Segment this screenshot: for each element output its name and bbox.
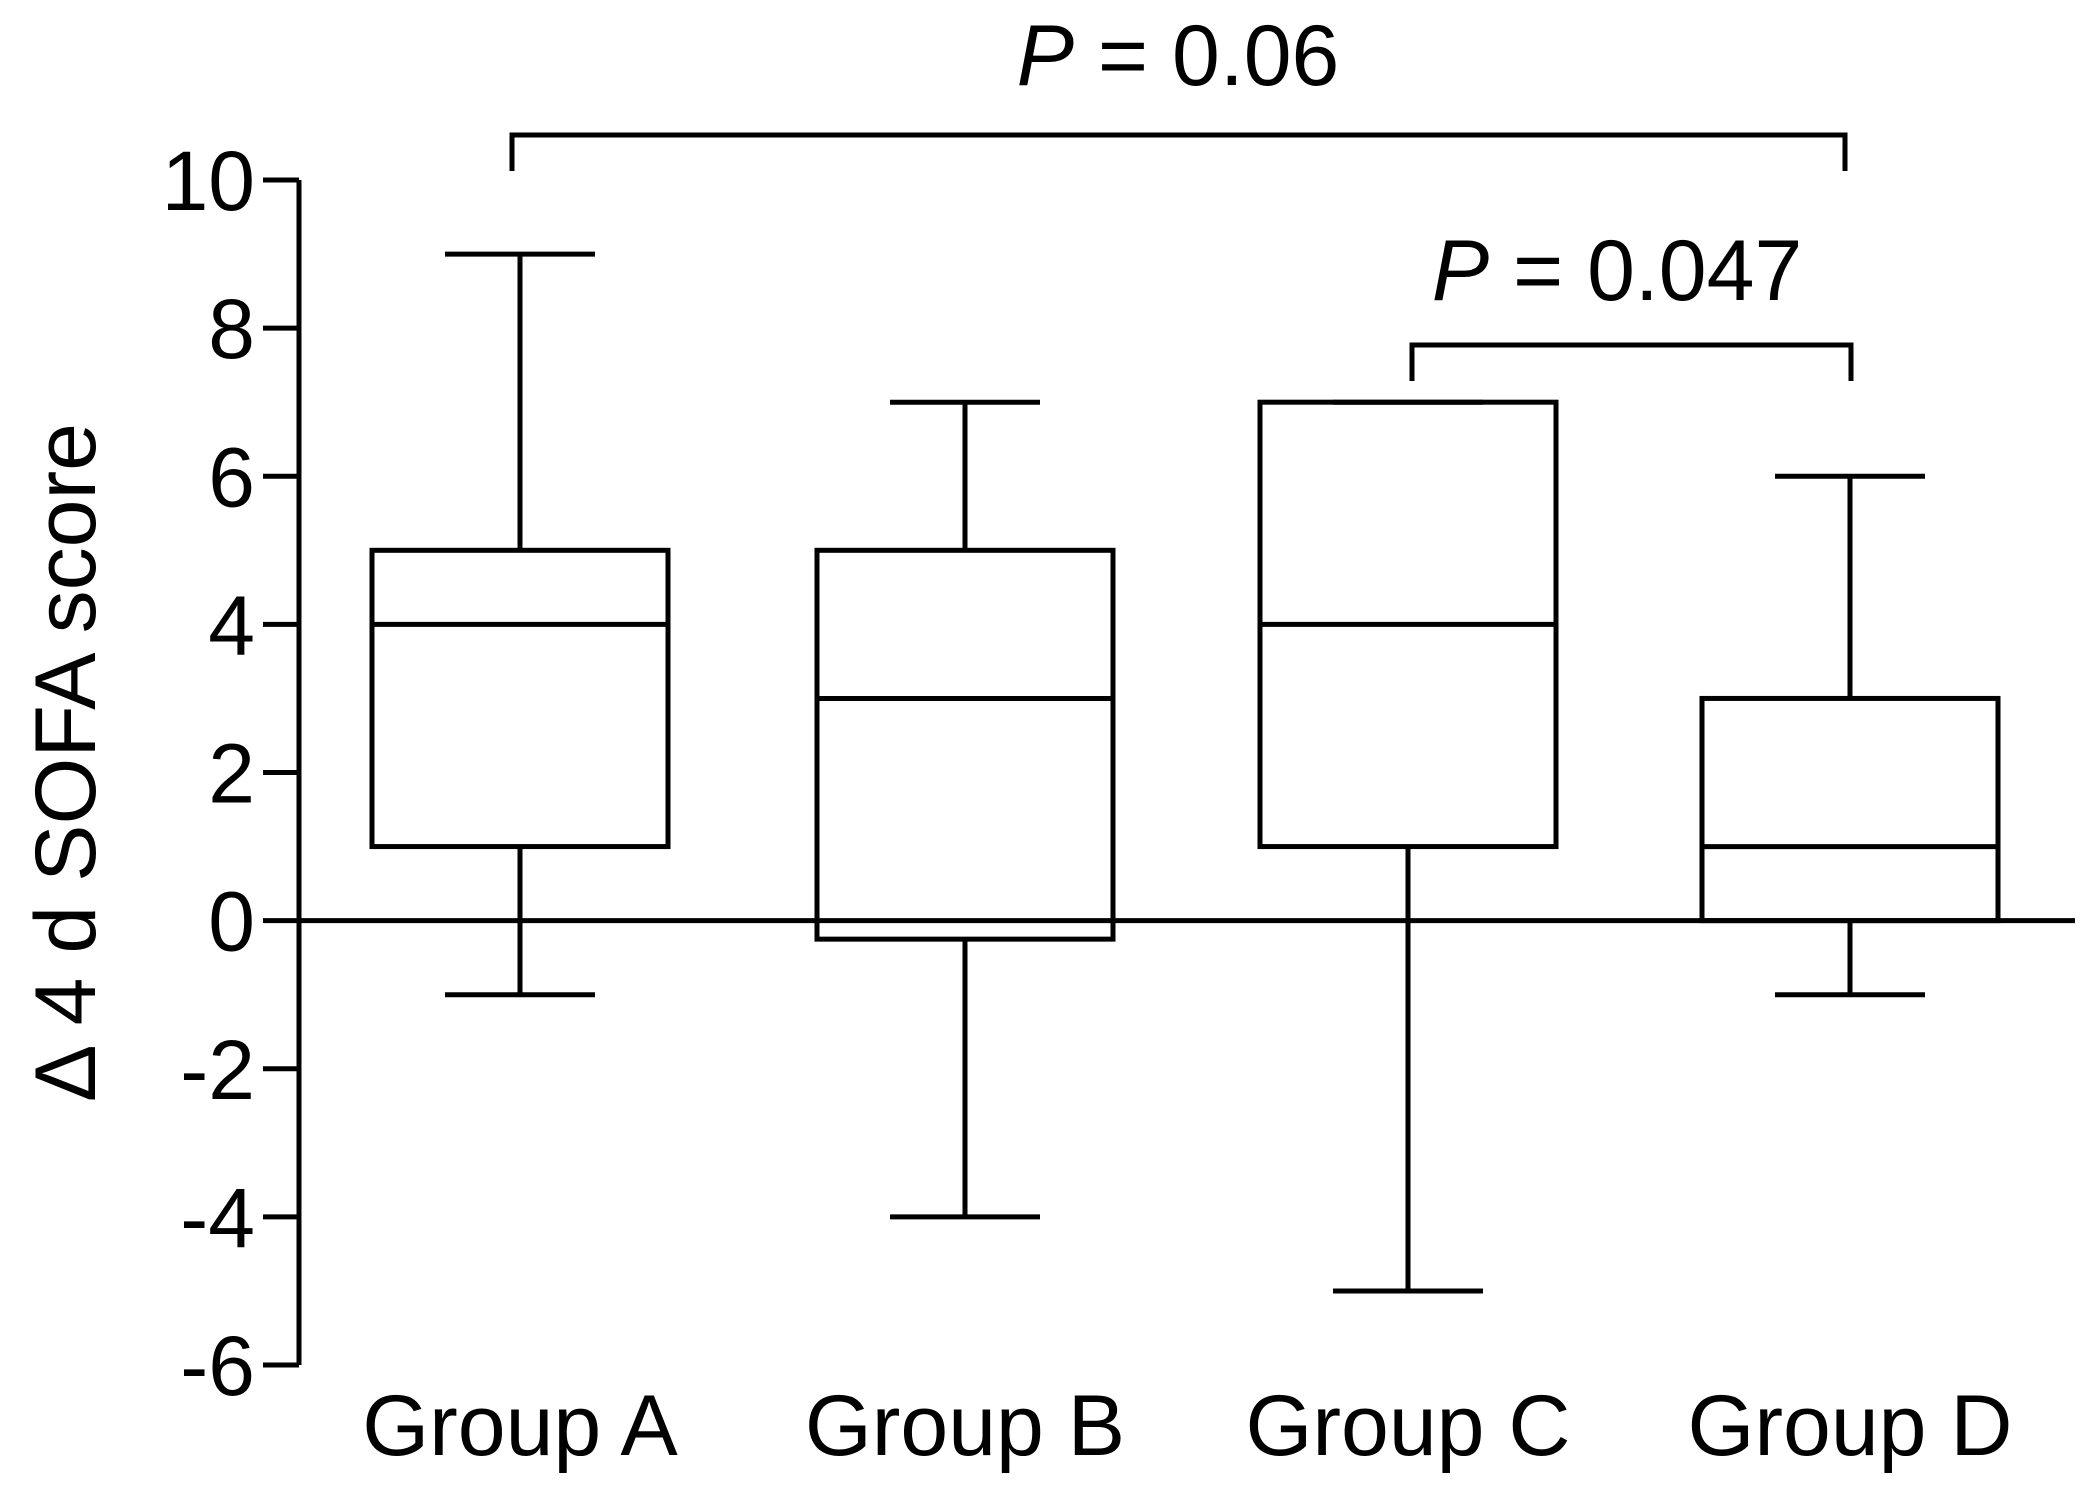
p-value-text: = 0.047 bbox=[1489, 223, 1802, 319]
y-tick-label: -2 bbox=[180, 1023, 255, 1117]
x-category-label: Group C bbox=[1245, 1378, 1570, 1474]
significance-annotation: P = 0.06 bbox=[509, 8, 1848, 171]
significance-bracket bbox=[1409, 342, 1854, 381]
box-group-c: Group C bbox=[1245, 399, 1571, 1474]
significance-bracket bbox=[509, 132, 1848, 171]
annotations-layer: P = 0.06P = 0.047 bbox=[509, 8, 1854, 381]
p-value-label: P = 0.047 bbox=[1432, 223, 1803, 319]
x-category-label: Group D bbox=[1687, 1378, 2012, 1474]
y-tick-label: 6 bbox=[208, 430, 255, 524]
y-tick-label: 0 bbox=[208, 875, 255, 969]
iqr-box bbox=[369, 547, 671, 850]
x-category-label: Group B bbox=[805, 1378, 1125, 1474]
box-group-b: Group B bbox=[805, 399, 1125, 1474]
box-group-d: Group D bbox=[1687, 473, 2013, 1474]
y-axis-label: Δ 4 d SOFA score bbox=[18, 423, 114, 1102]
y-tick-label: -6 bbox=[180, 1319, 255, 1413]
x-category-label: Group A bbox=[362, 1378, 678, 1474]
p-value-text: = 0.06 bbox=[1074, 8, 1339, 104]
p-symbol: P bbox=[1017, 8, 1074, 104]
iqr-box bbox=[1699, 695, 2001, 924]
axes-layer: -6 -4 -2 0 2 4 6 8 10 bbox=[162, 134, 2075, 1413]
iqr-box bbox=[814, 547, 1116, 942]
box-group-a: Group A bbox=[362, 251, 678, 1474]
p-value-label: P = 0.06 bbox=[1017, 8, 1340, 104]
p-symbol: P bbox=[1432, 223, 1489, 319]
y-tick-label: -4 bbox=[180, 1171, 255, 1265]
significance-annotation: P = 0.047 bbox=[1409, 223, 1854, 381]
y-tick-label: 8 bbox=[208, 282, 255, 376]
y-tick-label: 10 bbox=[162, 134, 255, 228]
y-tick-label: 2 bbox=[208, 727, 255, 821]
y-tick-label: 4 bbox=[208, 578, 255, 672]
boxes-layer: Group A Group B Group C Group D bbox=[362, 251, 2013, 1474]
